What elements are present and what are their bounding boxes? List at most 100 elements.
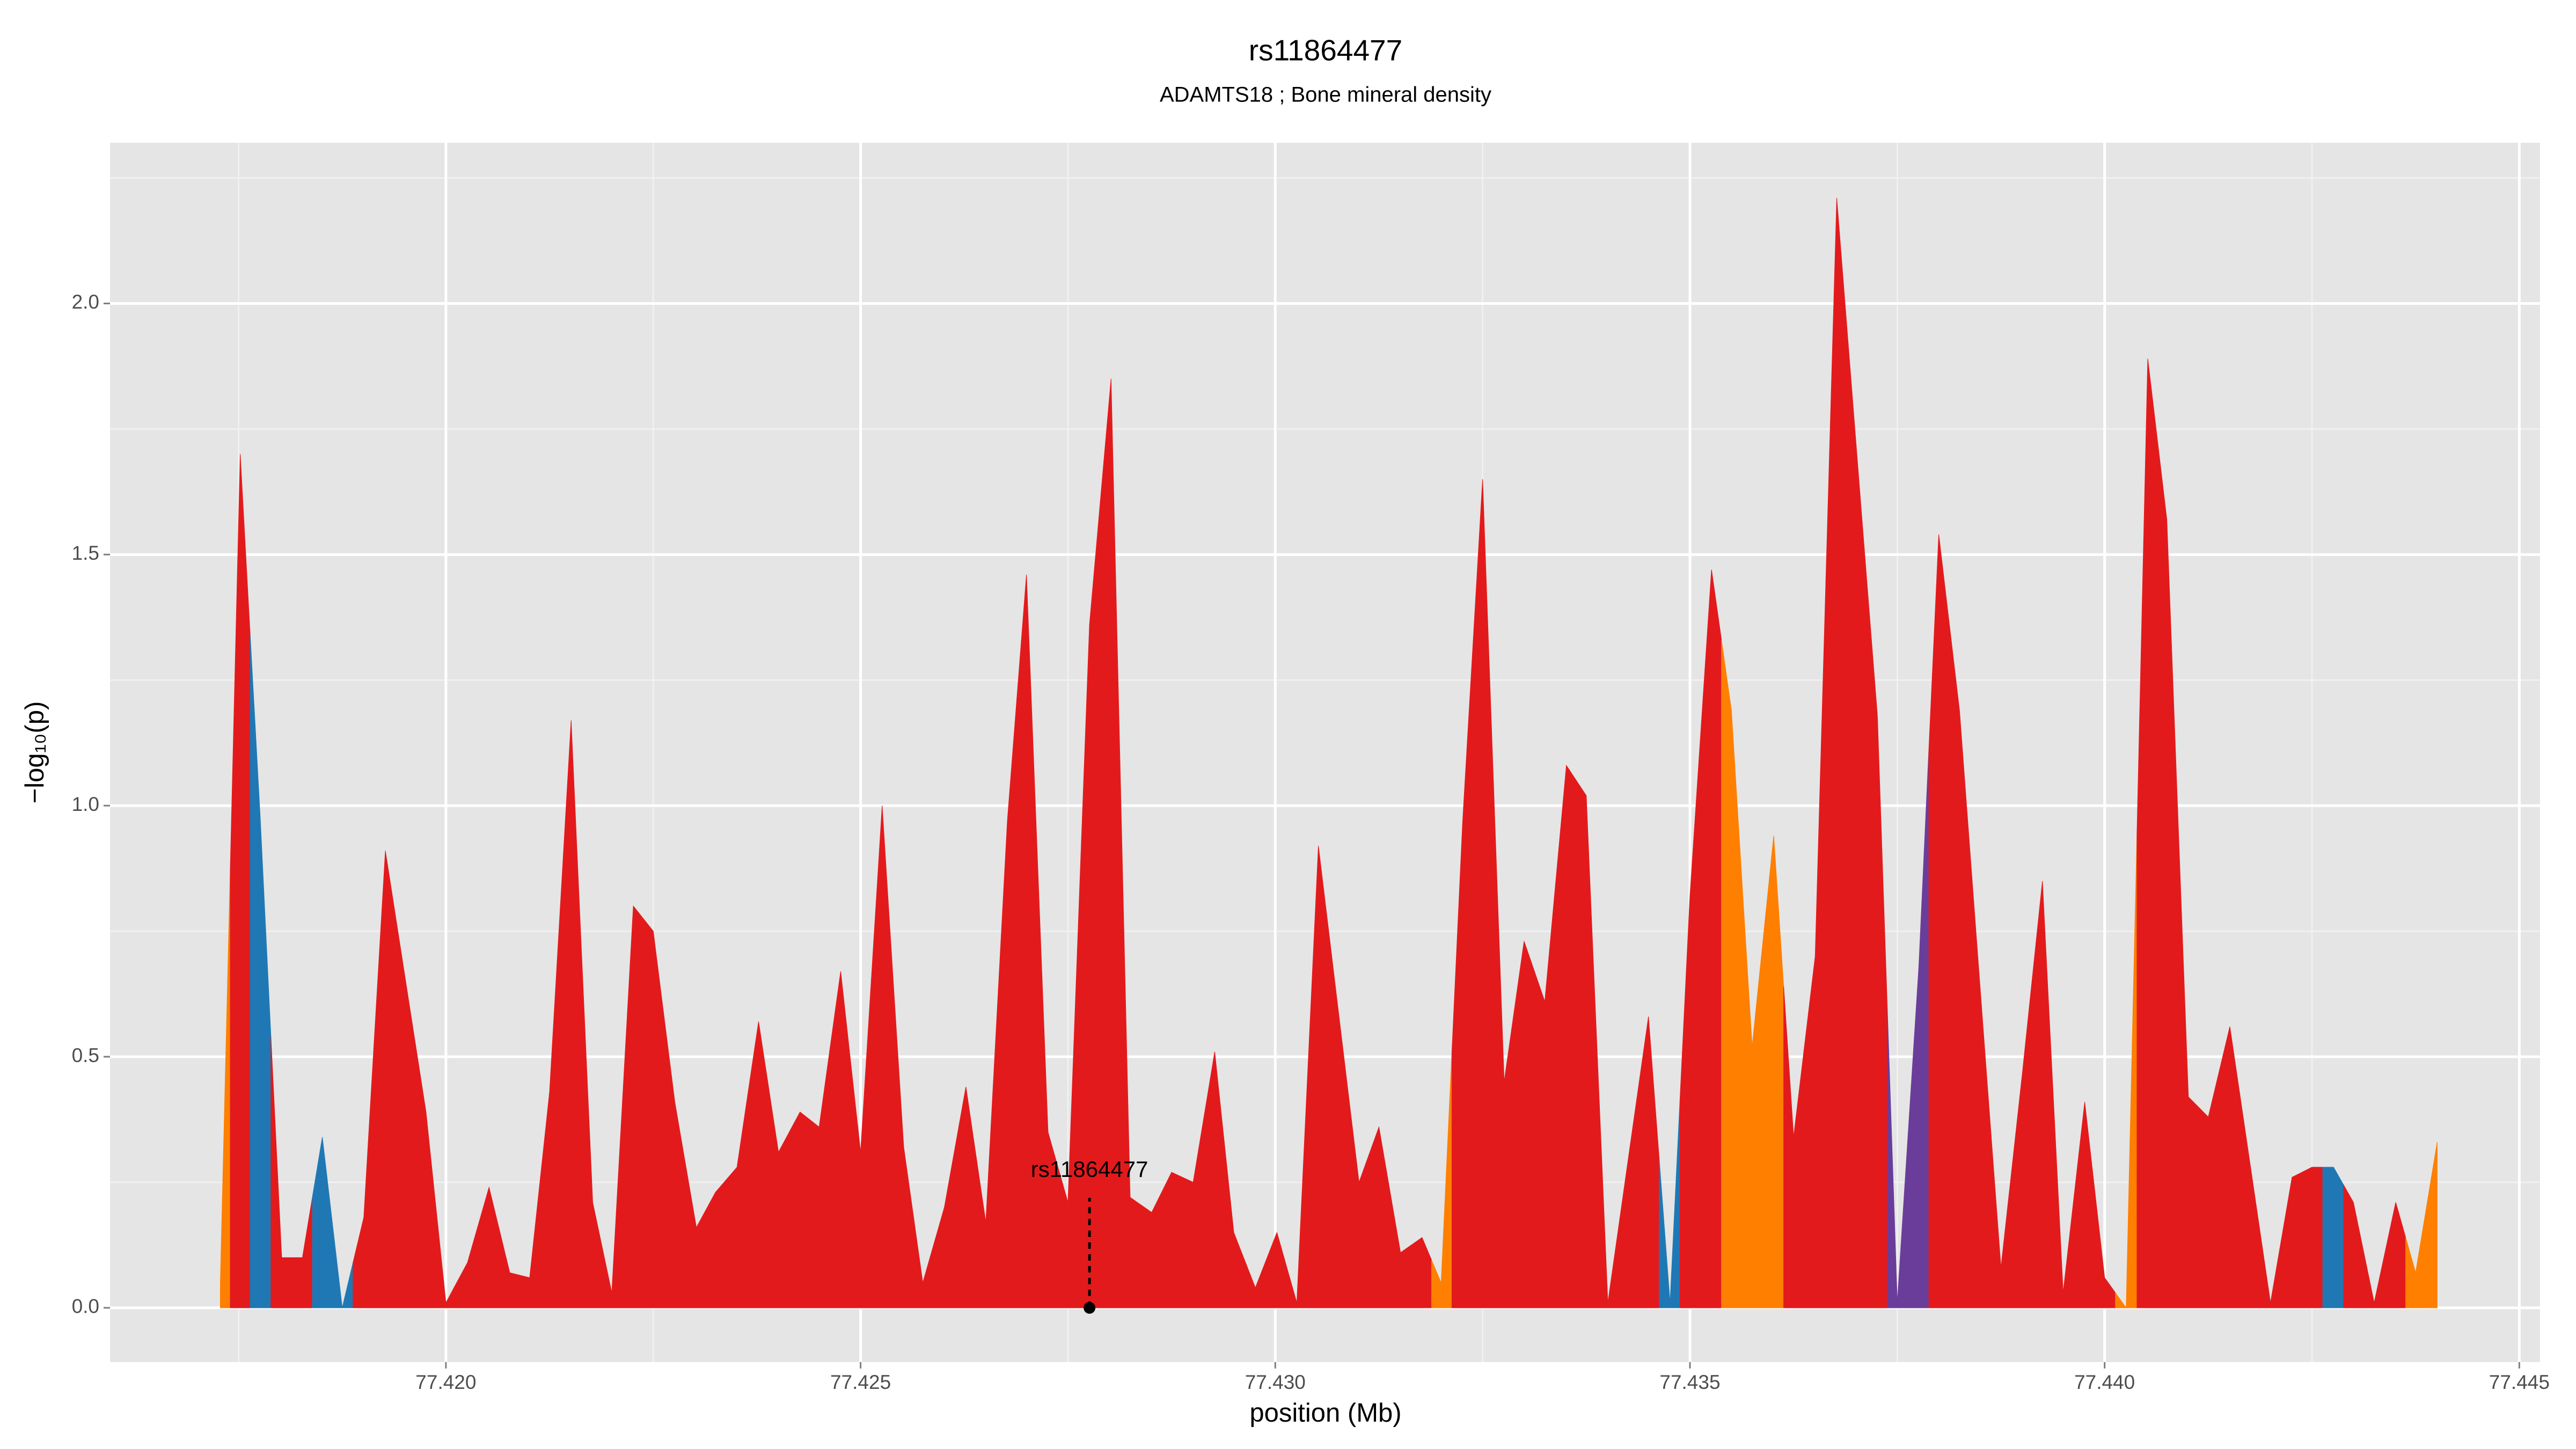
area-segment	[2405, 1207, 2427, 1308]
area-segment	[1100, 378, 1121, 1308]
area-segment	[250, 635, 272, 1308]
area-segment	[332, 1222, 354, 1308]
area-segment	[975, 1021, 997, 1308]
area-segment	[1493, 780, 1514, 1308]
chart-subtitle: ADAMTS18 ; Bone mineral density	[1160, 83, 1491, 107]
area-segment	[499, 1230, 520, 1308]
area-segment	[405, 981, 436, 1308]
area-segment	[2011, 976, 2033, 1308]
x-tick-label: 77.420	[415, 1371, 476, 1393]
labels: 77.420 77.425 77.430 77.435 77.440 77.445 0.0 0…	[72, 291, 2550, 1393]
area-segment	[2157, 439, 2178, 1308]
area-segment	[2384, 1202, 2406, 1308]
x-tick-label: 77.435	[1659, 1371, 1720, 1393]
area-segment	[1534, 883, 1556, 1308]
x-axis-label: position (Mb)	[1249, 1399, 1401, 1428]
area-segment	[705, 1179, 727, 1308]
area-segment	[933, 1147, 956, 1308]
area-segment	[2281, 1172, 2302, 1308]
area-segment	[1576, 779, 1598, 1308]
area-segment	[1907, 750, 1929, 1308]
area-segment	[850, 978, 872, 1308]
area-segment	[1203, 1051, 1225, 1308]
area-segment	[1555, 764, 1577, 1308]
area-segment	[2136, 358, 2158, 1308]
area-segment	[2219, 1026, 2251, 1308]
area-segment	[1244, 1260, 1267, 1308]
area-segment	[312, 1137, 333, 1308]
area-segment	[1949, 622, 1981, 1308]
area-segment	[2032, 881, 2053, 1308]
area-segment	[1182, 1117, 1204, 1308]
area-segment	[1856, 456, 1888, 1308]
area-segment	[2177, 808, 2199, 1308]
area-segment	[1161, 1172, 1183, 1308]
area-segment	[1338, 1014, 1370, 1308]
area-segment	[1368, 1126, 1391, 1308]
area-segment	[230, 454, 251, 1308]
area-segment	[1389, 1189, 1412, 1308]
marks: rs11864477	[220, 197, 2438, 1314]
area-segment	[1980, 989, 2012, 1308]
area-segment	[456, 1225, 479, 1308]
area-segment	[1078, 502, 1101, 1308]
area-segment	[1721, 640, 1743, 1308]
area-segment	[539, 906, 561, 1308]
area-segment	[581, 961, 603, 1308]
area-segment	[1037, 853, 1058, 1308]
area-segment	[560, 720, 582, 1308]
y-tick-label: 2.0	[72, 291, 99, 313]
area-segment	[913, 1214, 934, 1308]
y-tick-label: 0.0	[72, 1296, 99, 1318]
area-segment	[829, 971, 851, 1308]
area-segment	[270, 1036, 292, 1308]
area-segment	[1804, 577, 1826, 1308]
area-segment	[2343, 1183, 2365, 1308]
area-segment	[809, 1049, 830, 1308]
area-segment	[1928, 534, 1950, 1308]
area-segment	[1825, 197, 1857, 1308]
area-segment	[2052, 1087, 2074, 1308]
area-segment	[2250, 1165, 2282, 1308]
y-tick-label: 1.5	[72, 542, 99, 564]
area-segment	[519, 1184, 540, 1308]
area-segment	[2426, 1142, 2438, 1308]
area-segment	[2094, 1189, 2116, 1308]
area-segment	[1887, 1009, 1908, 1308]
annotation-point	[1084, 1301, 1096, 1314]
x-tick-label: 77.425	[830, 1371, 891, 1393]
area-segment	[1472, 479, 1494, 1308]
area-segment	[1016, 574, 1038, 1308]
x-tick-label: 77.440	[2074, 1371, 2135, 1393]
area-segment	[1679, 733, 1701, 1308]
area-segment	[1224, 1142, 1245, 1308]
chart-title: rs11864477	[1249, 34, 1402, 67]
area-segment	[2301, 1167, 2323, 1308]
area-segment	[663, 1016, 686, 1308]
area-segment	[2198, 1072, 2220, 1308]
area-segment	[1741, 878, 1763, 1308]
area-segment	[1307, 845, 1339, 1308]
x-tick-label: 77.430	[1245, 1371, 1306, 1393]
area-segment	[768, 1087, 790, 1308]
x-tick-label: 77.445	[2489, 1371, 2550, 1393]
area-segment	[955, 1087, 976, 1308]
area-segment	[892, 976, 914, 1308]
area-segment	[1700, 569, 1722, 1308]
area-segment	[747, 1021, 769, 1308]
area-segment	[2115, 833, 2138, 1309]
area-segment	[2322, 1167, 2344, 1308]
area-segment	[435, 1207, 457, 1308]
area-segment	[1286, 1074, 1308, 1308]
annotation-label: rs11864477	[1031, 1157, 1148, 1182]
area-segment	[1265, 1232, 1287, 1308]
area-segment	[1411, 1237, 1432, 1308]
y-tick-label: 1.0	[72, 793, 99, 815]
area-segment	[1659, 1099, 1680, 1308]
y-tick-label: 0.5	[72, 1044, 99, 1066]
area-segment	[2073, 1102, 2095, 1308]
area-segment	[1057, 913, 1079, 1308]
area-segment	[2363, 1252, 2385, 1308]
area-segment	[643, 918, 664, 1308]
